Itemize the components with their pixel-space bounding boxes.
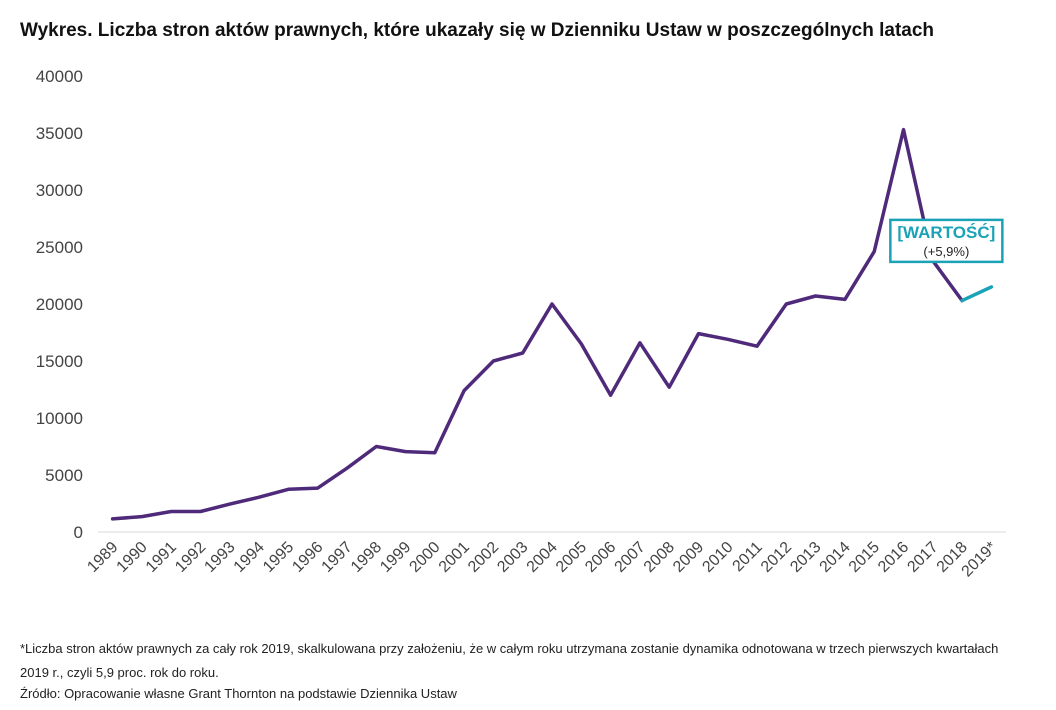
annotation-change-label: (+5,9%) [923, 244, 969, 259]
x-tick-label: 1992 [172, 539, 209, 576]
x-tick-label: 2015 [846, 539, 883, 576]
x-tick-label: 1997 [319, 539, 356, 576]
x-tick-label: 2001 [436, 539, 473, 576]
source-note: Źródło: Opracowanie własne Grant Thornto… [20, 686, 457, 701]
x-tick-label: 2008 [641, 539, 678, 576]
x-tick-label: 2009 [670, 539, 707, 576]
series-group [110, 127, 994, 521]
y-tick-label: 35000 [36, 124, 83, 143]
x-tick-label: 2002 [465, 539, 502, 576]
y-tick-label: 0 [74, 523, 83, 542]
x-tick-label: 2004 [524, 539, 561, 576]
y-tick-label: 10000 [36, 409, 83, 428]
x-tick-label: 1996 [289, 539, 326, 576]
x-axis: 1989199019911992199319941995199619971998… [84, 539, 1000, 581]
x-tick-label: 2007 [612, 539, 649, 576]
annotation-value-label: [WARTOŚĆ] [897, 223, 995, 242]
x-tick-label: 1989 [84, 539, 121, 576]
x-tick-label: 2011 [730, 539, 766, 575]
y-tick-label: 20000 [36, 295, 83, 314]
x-tick-label: 1993 [201, 539, 238, 576]
series-line [110, 127, 964, 521]
x-tick-label: 2013 [787, 539, 824, 576]
x-tick-label: 1999 [377, 539, 414, 576]
x-tick-label: 1995 [260, 539, 297, 576]
line-chart: 0 5000 10000 15000 20000 25000 30000 35000 40000… [36, 67, 1006, 581]
x-tick-label: 2003 [494, 539, 531, 576]
y-tick-label: 5000 [45, 466, 83, 485]
x-tick-label: 2014 [817, 539, 854, 576]
annotation-box [889, 218, 1004, 264]
x-tick-label: 2017 [904, 539, 941, 576]
x-tick-label: 1994 [231, 539, 268, 576]
footnote: *Liczba stron aktów prawnych za cały rok… [20, 641, 999, 680]
y-axis: 0 5000 10000 15000 20000 25000 30000 35000 40000 [36, 67, 83, 542]
y-tick-label: 15000 [36, 352, 83, 371]
x-tick-label: 2010 [699, 539, 736, 576]
x-tick-label: 2000 [406, 539, 443, 576]
y-tick-label: 30000 [36, 181, 83, 200]
chart-title: Wykres. Liczba stron aktów prawnych, któ… [20, 20, 935, 41]
x-tick-label: 1991 [143, 539, 180, 576]
y-tick-label: 40000 [36, 67, 83, 86]
y-tick-label: 25000 [36, 238, 83, 257]
series-line [960, 285, 994, 303]
x-tick-label: 2012 [758, 539, 795, 576]
x-tick-label: 2006 [582, 539, 619, 576]
x-tick-label: 1990 [114, 539, 151, 576]
x-tick-label: 2005 [553, 539, 590, 576]
x-tick-label: 2016 [875, 539, 912, 576]
annotation-callout: [WARTOŚĆ] (+5,9%) [889, 218, 1004, 264]
x-tick-label: 1998 [348, 539, 385, 576]
